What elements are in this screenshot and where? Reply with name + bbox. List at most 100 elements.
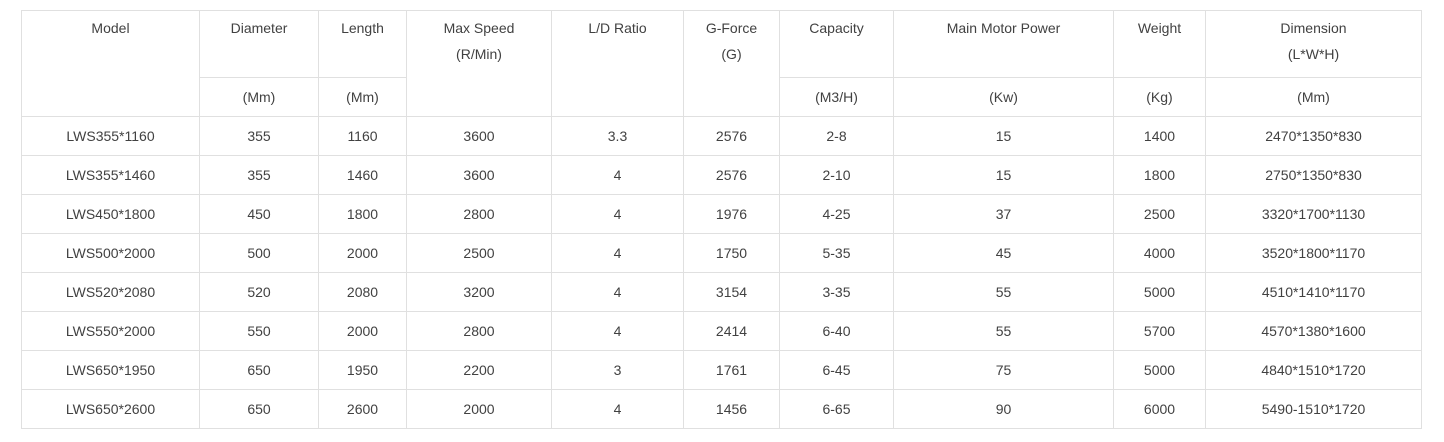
cell-main-motor-power: 55 xyxy=(893,311,1114,351)
unit-header-diameter: (Mm) xyxy=(199,77,319,117)
cell-g-force: 1976 xyxy=(683,194,780,234)
cell-capacity: 2-10 xyxy=(779,155,894,195)
cell-length: 2080 xyxy=(318,272,407,312)
cell-dimension: 4510*1410*1170 xyxy=(1205,272,1422,312)
cell-weight: 4000 xyxy=(1113,233,1206,273)
column-header-length: Length xyxy=(318,10,407,78)
cell-max-speed: 3600 xyxy=(406,116,552,156)
cell-g-force: 3154 xyxy=(683,272,780,312)
header-line-max-speed-unit: (R/Min) xyxy=(456,46,502,62)
cell-capacity: 3-35 xyxy=(779,272,894,312)
unit-header-dimension: (Mm) xyxy=(1205,77,1422,117)
cell-main-motor-power: 45 xyxy=(893,233,1114,273)
column-header-ld-ratio: L/D Ratio xyxy=(551,10,684,117)
cell-max-speed: 3200 xyxy=(406,272,552,312)
column-header-capacity: Capacity xyxy=(779,10,894,78)
cell-capacity: 4-25 xyxy=(779,194,894,234)
cell-main-motor-power: 55 xyxy=(893,272,1114,312)
header-line-g-force: G-Force xyxy=(705,20,758,36)
cell-diameter: 500 xyxy=(199,233,319,273)
cell-max-speed: 2800 xyxy=(406,194,552,234)
cell-main-motor-power: 90 xyxy=(893,389,1114,429)
cell-capacity: 6-40 xyxy=(779,311,894,351)
cell-max-speed: 2000 xyxy=(406,389,552,429)
cell-ld-ratio: 4 xyxy=(551,389,684,429)
header-row-units: (Mm) (Mm) (M3/H) (Kw) (Kg) (Mm) xyxy=(22,77,1422,117)
cell-length: 1950 xyxy=(318,350,407,390)
cell-max-speed: 2800 xyxy=(406,311,552,351)
cell-weight: 2500 xyxy=(1113,194,1206,234)
cell-model: LWS355*1160 xyxy=(21,116,200,156)
cell-dimension: 5490-1510*1720 xyxy=(1205,389,1422,429)
column-header-diameter: Diameter xyxy=(199,10,319,78)
cell-diameter: 355 xyxy=(199,116,319,156)
cell-weight: 6000 xyxy=(1113,389,1206,429)
header-row-top: Model Diameter Length Max Speed (R/Min) … xyxy=(21,10,1422,117)
table-row: LWS520*2080 520 2080 3200 4 3154 3-35 55… xyxy=(21,272,1422,312)
cell-dimension: 4570*1380*1600 xyxy=(1205,311,1422,351)
cell-dimension: 4840*1510*1720 xyxy=(1205,350,1422,390)
cell-length: 1800 xyxy=(318,194,407,234)
table-header: Model Diameter Length Max Speed (R/Min) … xyxy=(21,10,1422,117)
cell-max-speed: 3600 xyxy=(406,155,552,195)
spec-table: Model Diameter Length Max Speed (R/Min) … xyxy=(21,10,1422,429)
cell-capacity: 2-8 xyxy=(779,116,894,156)
cell-main-motor-power: 75 xyxy=(893,350,1114,390)
table-row: LWS650*1950 650 1950 2200 3 1761 6-45 75… xyxy=(21,350,1422,390)
unit-header-length: (Mm) xyxy=(318,77,407,117)
column-header-main-motor-power: Main Motor Power xyxy=(893,10,1114,78)
cell-diameter: 450 xyxy=(199,194,319,234)
cell-capacity: 6-45 xyxy=(779,350,894,390)
cell-weight: 5700 xyxy=(1113,311,1206,351)
cell-ld-ratio: 4 xyxy=(551,233,684,273)
column-header-g-force: G-Force (G) xyxy=(683,10,780,117)
cell-weight: 5000 xyxy=(1113,350,1206,390)
cell-length: 1460 xyxy=(318,155,407,195)
cell-ld-ratio: 4 xyxy=(551,272,684,312)
header-line-dimension-lwh: (L*W*H) xyxy=(1287,46,1340,62)
cell-main-motor-power: 15 xyxy=(893,116,1114,156)
cell-length: 2000 xyxy=(318,233,407,273)
cell-ld-ratio: 3 xyxy=(551,350,684,390)
cell-length: 1160 xyxy=(318,116,407,156)
cell-ld-ratio: 4 xyxy=(551,311,684,351)
cell-dimension: 2750*1350*830 xyxy=(1205,155,1422,195)
cell-max-speed: 2500 xyxy=(406,233,552,273)
cell-diameter: 550 xyxy=(199,311,319,351)
column-header-dimension: Dimension (L*W*H) xyxy=(1205,10,1422,78)
unit-header-weight: (Kg) xyxy=(1113,77,1206,117)
cell-model: LWS650*1950 xyxy=(21,350,200,390)
cell-main-motor-power: 37 xyxy=(893,194,1114,234)
column-header-weight: Weight xyxy=(1113,10,1206,78)
table-row: LWS355*1460 355 1460 3600 4 2576 2-10 15… xyxy=(21,155,1422,195)
cell-diameter: 355 xyxy=(199,155,319,195)
cell-weight: 1800 xyxy=(1113,155,1206,195)
cell-weight: 5000 xyxy=(1113,272,1206,312)
unit-header-capacity: (M3/H) xyxy=(779,77,894,117)
cell-capacity: 6-65 xyxy=(779,389,894,429)
cell-weight: 1400 xyxy=(1113,116,1206,156)
table-row: LWS450*1800 450 1800 2800 4 1976 4-25 37… xyxy=(21,194,1422,234)
unit-header-main-motor-power: (Kw) xyxy=(893,77,1114,117)
cell-ld-ratio: 4 xyxy=(551,194,684,234)
cell-model: LWS500*2000 xyxy=(21,233,200,273)
cell-g-force: 2414 xyxy=(683,311,780,351)
cell-g-force: 1750 xyxy=(683,233,780,273)
cell-main-motor-power: 15 xyxy=(893,155,1114,195)
cell-length: 2000 xyxy=(318,311,407,351)
header-line-dimension: Dimension xyxy=(1280,20,1347,36)
cell-diameter: 650 xyxy=(199,350,319,390)
header-line-max-speed: Max Speed xyxy=(443,20,515,36)
cell-dimension: 3520*1800*1170 xyxy=(1205,233,1422,273)
cell-dimension: 3320*1700*1130 xyxy=(1205,194,1422,234)
cell-capacity: 5-35 xyxy=(779,233,894,273)
cell-diameter: 650 xyxy=(199,389,319,429)
cell-model: LWS355*1460 xyxy=(21,155,200,195)
cell-g-force: 1456 xyxy=(683,389,780,429)
cell-model: LWS450*1800 xyxy=(21,194,200,234)
cell-g-force: 1761 xyxy=(683,350,780,390)
cell-g-force: 2576 xyxy=(683,155,780,195)
cell-model: LWS650*2600 xyxy=(21,389,200,429)
table-row: LWS355*1160 355 1160 3600 3.3 2576 2-8 1… xyxy=(21,116,1422,156)
